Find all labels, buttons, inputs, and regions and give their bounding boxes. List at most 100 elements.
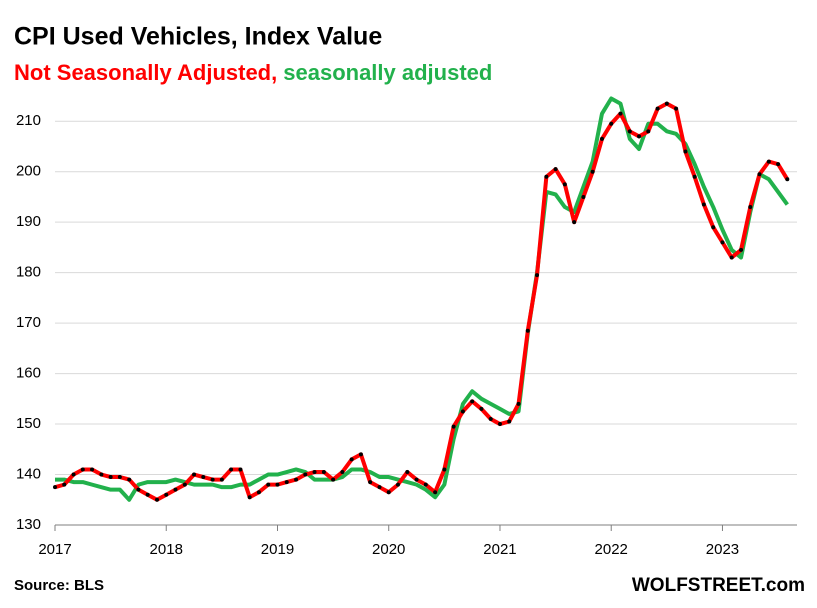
y-tick-label: 130 — [16, 516, 41, 533]
y-tick-label: 190 — [16, 213, 41, 230]
point-marker — [720, 240, 725, 245]
legend-entry: seasonally adjusted — [283, 60, 492, 85]
point-marker — [99, 472, 104, 477]
y-tick-label: 210 — [16, 112, 41, 129]
point-marker — [210, 477, 215, 482]
point-marker — [229, 467, 234, 472]
point-marker — [192, 472, 197, 477]
point-marker — [729, 255, 734, 260]
point-marker — [405, 470, 410, 475]
point-marker — [739, 247, 744, 252]
point-marker — [53, 485, 57, 490]
point-marker — [349, 457, 354, 462]
point-marker — [312, 470, 317, 475]
point-marker — [247, 495, 252, 500]
y-tick-label: 200 — [16, 163, 41, 180]
point-marker — [127, 477, 132, 482]
legend-entry: Not Seasonally Adjusted, — [14, 60, 277, 85]
point-marker — [423, 482, 428, 487]
y-tick-label: 160 — [16, 365, 41, 382]
x-tick-label: 2021 — [483, 541, 516, 558]
point-marker — [627, 129, 632, 134]
point-marker — [266, 482, 271, 487]
point-marker — [108, 475, 113, 480]
x-tick-label: 2017 — [38, 541, 71, 558]
point-marker — [562, 182, 567, 187]
source: Source: BLS — [14, 577, 104, 594]
point-marker — [701, 202, 706, 207]
point-marker — [711, 225, 716, 230]
point-marker — [590, 169, 595, 174]
y-tick-label: 180 — [16, 264, 41, 281]
x-tick-label: 2022 — [595, 541, 628, 558]
point-marker — [173, 487, 178, 492]
point-marker — [275, 482, 280, 487]
point-marker — [358, 452, 363, 457]
point-marker — [321, 470, 326, 475]
x-tick-label: 2019 — [261, 541, 294, 558]
y-tick-label: 170 — [16, 314, 41, 331]
point-marker — [618, 111, 623, 116]
point-marker — [155, 497, 160, 502]
point-marker — [553, 167, 558, 172]
point-marker — [748, 205, 753, 210]
point-marker — [497, 422, 502, 427]
point-marker — [599, 136, 604, 141]
point-marker — [331, 477, 336, 482]
point-marker — [766, 159, 771, 164]
series-line — [55, 96, 789, 502]
point-marker — [433, 490, 438, 495]
point-marker — [182, 482, 187, 487]
point-marker — [479, 406, 484, 411]
point-marker — [136, 487, 141, 492]
point-marker — [256, 490, 261, 495]
point-marker — [664, 101, 669, 106]
x-tick-label: 2023 — [706, 541, 739, 558]
point-marker — [442, 467, 447, 472]
point-marker — [90, 467, 95, 472]
point-marker — [525, 328, 530, 333]
point-marker — [674, 106, 679, 111]
chart-title: CPI Used Vehicles, Index Value — [14, 23, 382, 51]
point-marker — [395, 482, 400, 487]
point-marker — [544, 174, 549, 179]
point-marker — [683, 149, 688, 154]
point-marker — [71, 472, 76, 477]
point-marker — [80, 467, 85, 472]
point-marker — [460, 409, 465, 414]
x-tick-label: 2018 — [150, 541, 183, 558]
point-marker — [386, 490, 391, 495]
point-marker — [294, 477, 299, 482]
point-marker — [470, 399, 475, 404]
point-marker — [646, 129, 651, 134]
point-marker — [776, 162, 781, 167]
point-marker — [451, 424, 456, 429]
point-marker — [62, 482, 67, 487]
point-marker — [368, 480, 373, 485]
point-marker — [414, 477, 419, 482]
point-marker — [303, 472, 308, 477]
point-marker — [572, 220, 577, 225]
point-marker — [757, 172, 762, 177]
subtitle: Not Seasonally Adjusted, seasonally adjus… — [14, 60, 492, 85]
point-marker — [219, 477, 224, 482]
point-marker — [117, 475, 122, 480]
x-tick-label: 2020 — [372, 541, 405, 558]
point-marker — [340, 470, 345, 475]
point-marker — [145, 492, 150, 497]
y-tick-label: 150 — [16, 415, 41, 432]
y-tick-label: 140 — [16, 465, 41, 482]
point-marker — [201, 475, 206, 480]
point-marker — [516, 401, 521, 406]
point-marker — [238, 467, 243, 472]
watermark: WOLFSTREET.com — [632, 575, 805, 596]
point-marker — [284, 480, 289, 485]
point-marker — [535, 273, 540, 278]
point-marker — [655, 106, 660, 111]
point-marker — [637, 134, 642, 139]
point-marker — [785, 177, 790, 182]
point-marker — [164, 492, 169, 497]
series-line — [54, 101, 790, 502]
point-marker — [692, 174, 697, 179]
